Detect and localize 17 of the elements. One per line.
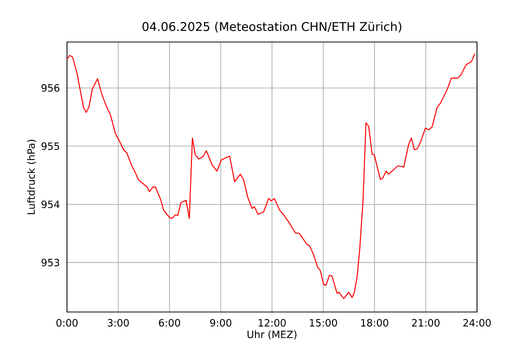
y-axis-title: Luftdruck (hPa) xyxy=(27,140,36,214)
y-tick-label: 954 xyxy=(42,200,60,208)
x-tick-label: 21:00 xyxy=(412,319,440,327)
y-tick-label: 956 xyxy=(42,84,60,92)
x-tick-label: 0:00 xyxy=(56,319,78,327)
line-series xyxy=(67,53,476,300)
x-tick-label: 15:00 xyxy=(310,319,337,327)
x-tick-label: 9:00 xyxy=(210,319,232,327)
y-tick-label: 955 xyxy=(42,142,60,150)
x-tick-label: 12:00 xyxy=(258,319,286,327)
chart-title: 04.06.2025 (Meteostation CHN/ETH Zürich) xyxy=(142,22,402,32)
x-tick-label: 6:00 xyxy=(158,319,180,327)
y-tick-label: 953 xyxy=(42,258,60,266)
x-tick-label: 18:00 xyxy=(361,319,388,327)
x-tick-label: 3:00 xyxy=(108,319,129,327)
x-axis-title: Uhr (MEZ) xyxy=(248,330,296,340)
x-tick-label: 24:00 xyxy=(463,319,491,327)
